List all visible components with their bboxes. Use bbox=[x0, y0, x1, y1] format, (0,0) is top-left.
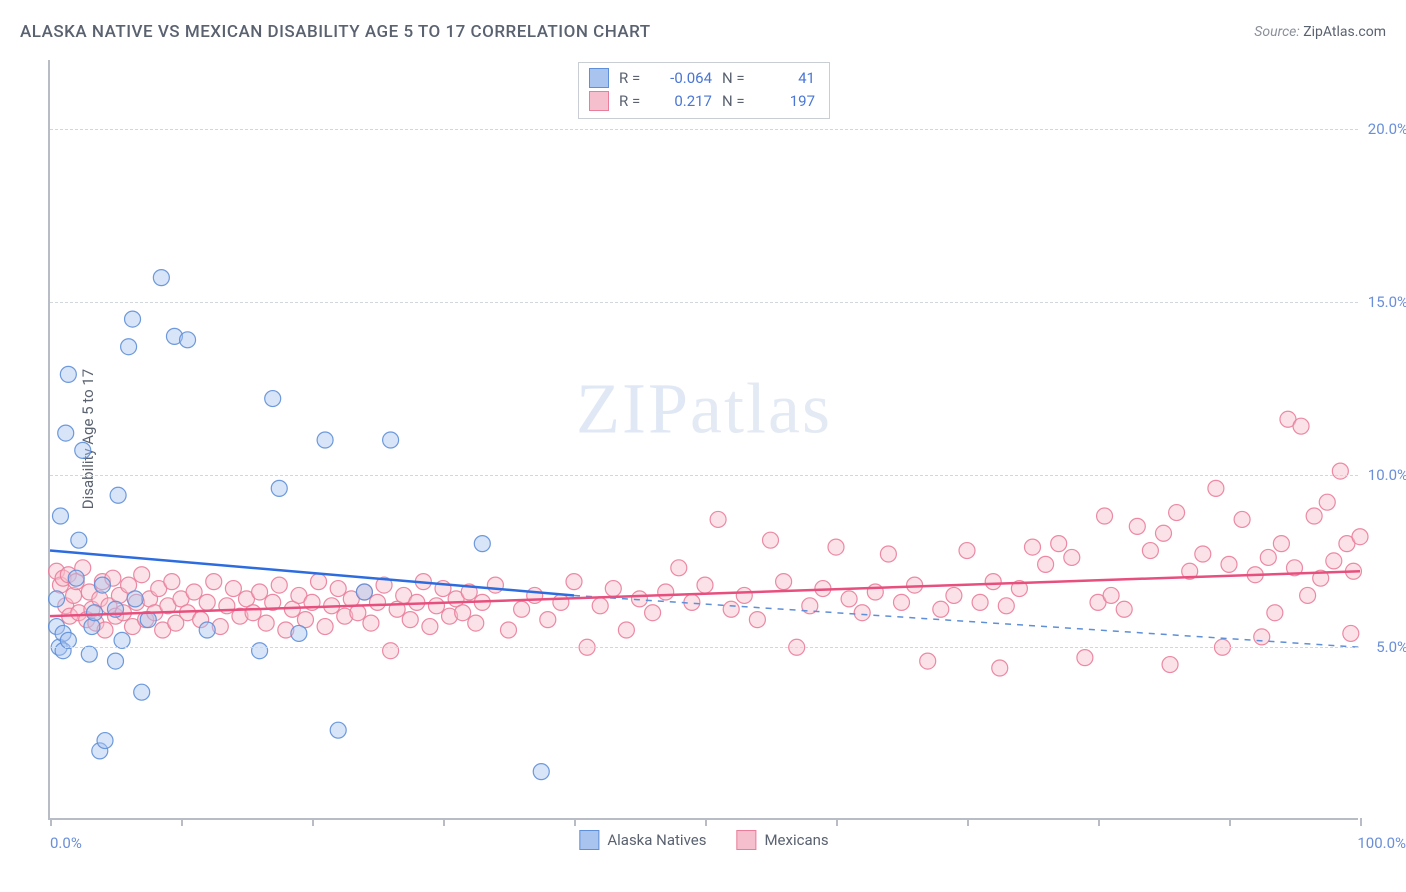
x-label-left: 0.0% bbox=[50, 834, 82, 852]
chart-title: ALASKA NATIVE VS MEXICAN DISABILITY AGE … bbox=[20, 22, 651, 42]
gridline bbox=[50, 302, 1358, 303]
source-label: Source: bbox=[1254, 24, 1299, 40]
legend-item-1: Mexicans bbox=[736, 830, 828, 850]
y-tick-label: 20.0% bbox=[1368, 120, 1406, 138]
legend-swatch-0 bbox=[579, 830, 599, 850]
r-value-1: 0.217 bbox=[657, 90, 712, 113]
y-tick-label: 5.0% bbox=[1376, 638, 1406, 656]
x-label-right: 100.0% bbox=[1357, 834, 1406, 852]
r-label-0: R = bbox=[619, 67, 647, 90]
n-value-1: 197 bbox=[760, 90, 815, 113]
r-value-0: -0.064 bbox=[657, 67, 712, 90]
y-tick-label: 15.0% bbox=[1368, 293, 1406, 311]
x-tick bbox=[705, 818, 707, 826]
stats-swatch-0 bbox=[589, 68, 609, 88]
x-tick bbox=[574, 818, 576, 826]
n-value-0: 41 bbox=[760, 67, 815, 90]
gridline bbox=[50, 475, 1358, 476]
plot-area: Disability Age 5 to 17 ZIPatlas R = -0.0… bbox=[48, 60, 1358, 820]
legend-label-0: Alaska Natives bbox=[607, 831, 706, 849]
gridline bbox=[50, 647, 1358, 648]
x-tick bbox=[1229, 818, 1231, 826]
legend-label-1: Mexicans bbox=[764, 831, 828, 849]
x-tick bbox=[50, 818, 52, 826]
legend: Alaska Natives Mexicans bbox=[579, 830, 828, 850]
source-value: ZipAtlas.com bbox=[1303, 24, 1386, 40]
r-label-1: R = bbox=[619, 90, 647, 113]
x-tick bbox=[1098, 818, 1100, 826]
n-label-1: N = bbox=[722, 90, 750, 113]
stats-row-1: R = 0.217 N = 197 bbox=[589, 90, 815, 113]
gridline bbox=[50, 129, 1358, 130]
chart-svg bbox=[50, 60, 1358, 818]
x-tick bbox=[312, 818, 314, 826]
legend-item-0: Alaska Natives bbox=[579, 830, 706, 850]
chart-header: ALASKA NATIVE VS MEXICAN DISABILITY AGE … bbox=[20, 22, 1386, 42]
x-tick bbox=[443, 818, 445, 826]
stats-swatch-1 bbox=[589, 91, 609, 111]
y-tick-label: 10.0% bbox=[1368, 466, 1406, 484]
stats-box: R = -0.064 N = 41 R = 0.217 N = 197 bbox=[578, 62, 830, 119]
x-tick bbox=[967, 818, 969, 826]
x-tick bbox=[1360, 818, 1362, 826]
legend-swatch-1 bbox=[736, 830, 756, 850]
stats-row-0: R = -0.064 N = 41 bbox=[589, 67, 815, 90]
n-label-0: N = bbox=[722, 67, 750, 90]
x-tick bbox=[836, 818, 838, 826]
chart-source: Source: ZipAtlas.com bbox=[1254, 24, 1386, 40]
x-tick bbox=[181, 818, 183, 826]
